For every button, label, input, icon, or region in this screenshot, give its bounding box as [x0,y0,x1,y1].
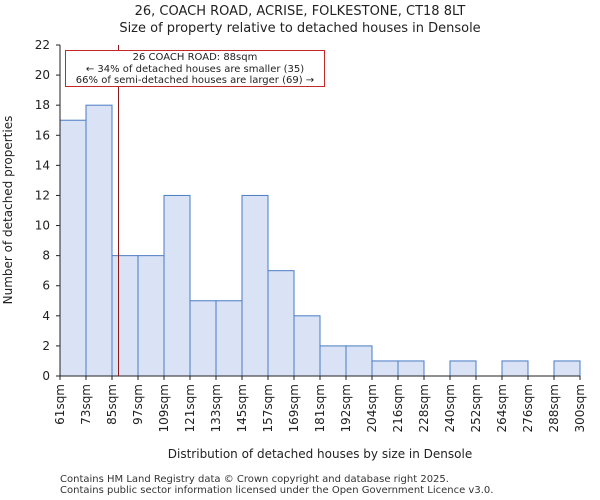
x-tick-label: 192sqm [339,384,353,432]
y-tick-label: 12 [35,188,50,202]
bar-109sqm [163,194,191,377]
bar-240sqm [449,360,477,377]
annotation-smaller: ← 34% of detached houses are smaller (35… [85,63,305,75]
x-tick-label: 73sqm [79,384,93,425]
y-tick-label: 10 [35,219,50,233]
y-axis-label: Number of detached properties [1,116,15,305]
y-tick-label: 22 [35,38,50,52]
x-tick-label: 97sqm [131,384,145,425]
property-annotation-box: 26 COACH ROAD: 88sqm ← 34% of detached h… [65,50,325,87]
bar-204sqm [371,360,399,377]
y-tick-label: 0 [42,369,50,383]
annotation-larger: 66% of semi-detached houses are larger (… [75,75,315,86]
chart-subtitle: Size of property relative to detached ho… [119,21,481,36]
bar-157sqm [267,270,295,377]
y-tick-label: 6 [42,279,50,293]
axes [56,44,581,380]
x-tick-label: 145sqm [235,384,249,432]
bar-192sqm [345,345,373,377]
x-tick-label: 276sqm [521,384,535,432]
footer-licence: Contains public sector information licen… [60,485,494,496]
bar-73sqm [85,104,113,377]
x-tick-label: 216sqm [391,384,405,432]
x-tick-label: 157sqm [261,384,275,432]
x-tick-label: 240sqm [443,384,457,432]
x-tick-label: 288sqm [547,384,561,432]
bar-288sqm [553,360,581,377]
annotation-title: 26 COACH ROAD: 88sqm [132,52,258,63]
x-tick-label: 109sqm [157,384,171,432]
x-tick-label: 300sqm [573,384,587,432]
y-tick-label: 16 [35,128,50,142]
x-tick-label: 85sqm [105,384,119,425]
bar-181sqm [319,345,347,377]
y-tick-label: 18 [35,98,50,112]
y-tick-label: 14 [35,158,50,172]
bar-169sqm [293,315,321,377]
footer-copyright: Contains HM Land Registry data © Crown c… [60,474,449,485]
bar-85sqm [111,255,139,377]
y-tick-label: 20 [35,68,50,82]
x-tick-label: 121sqm [183,384,197,432]
bar-97sqm [137,255,165,377]
bar-61sqm [59,119,87,377]
y-tick-label: 8 [42,249,50,263]
tick-labels: 0 2 4 6 8 10 12 14 16 18 20 22 61sqm 73sqm 85sqm 97sqm 1… [35,38,587,432]
bar-133sqm [215,300,243,377]
x-tick-label: 133sqm [209,384,223,432]
x-tick-label: 252sqm [469,384,483,432]
bar-121sqm [189,300,217,377]
x-axis-label: Distribution of detached houses by size … [168,447,472,461]
y-tick-label: 2 [42,339,50,353]
x-tick-label: 181sqm [313,384,327,432]
bar-145sqm [241,194,269,377]
x-tick-label: 264sqm [495,384,509,432]
y-tick-label: 4 [42,309,50,323]
bars [59,104,581,377]
bar-216sqm [397,360,425,377]
x-tick-label: 228sqm [417,384,431,432]
chart-title: 26, COACH ROAD, ACRISE, FOLKESTONE, CT18… [134,4,466,19]
x-tick-label: 169sqm [287,384,301,432]
bar-264sqm [501,360,529,377]
x-tick-label: 204sqm [365,384,379,432]
x-tick-label: 61sqm [53,384,67,425]
